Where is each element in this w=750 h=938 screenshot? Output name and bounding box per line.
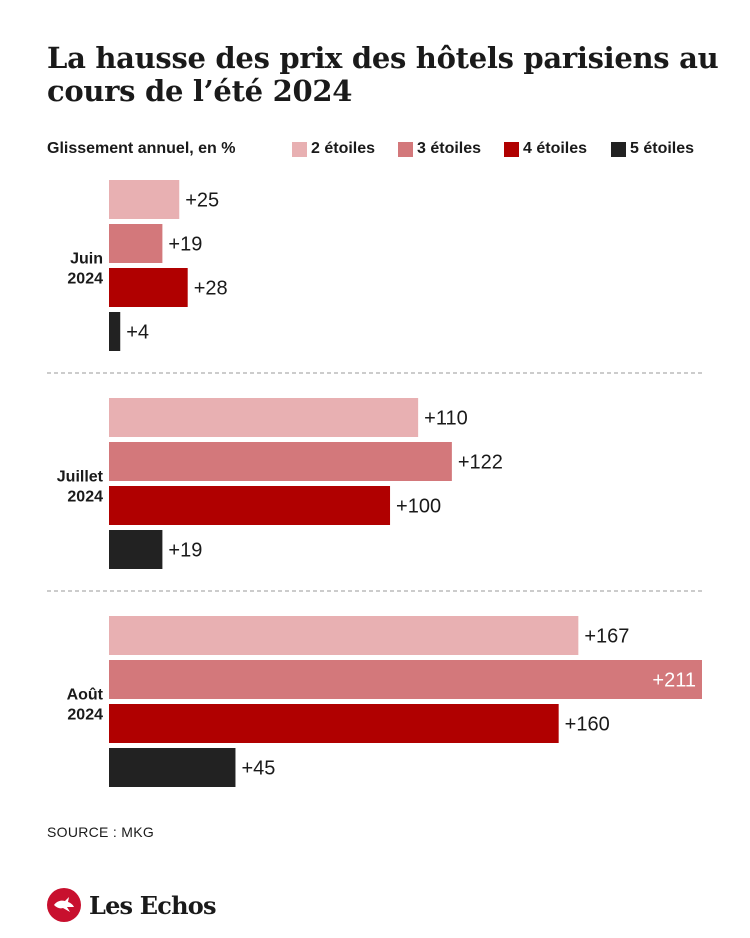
legend-label-2-etoiles: 2 étoiles [311, 140, 376, 157]
bar-juin-3-etoiles [109, 224, 163, 263]
bar-aout-2-etoiles [109, 616, 579, 655]
bar-aout-3-etoiles [109, 660, 702, 699]
data-label-aout-2-etoiles: +167 [584, 626, 629, 648]
legend-label-5-etoiles: 5 étoiles [630, 140, 695, 157]
chart-subtitle: Glissement annuel, en % [47, 140, 236, 157]
logo-text: Les Echos [89, 890, 216, 920]
legend-label-4-etoiles: 4 étoiles [523, 140, 588, 157]
bar-juillet-2-etoiles [109, 398, 419, 437]
logo: Les Echos [47, 888, 216, 922]
category-label-juin: Juin [70, 251, 103, 268]
data-label-juin-4-etoiles: +28 [194, 278, 228, 300]
legend: 2 étoiles 3 étoiles 4 étoiles 5 étoiles [0, 140, 750, 162]
legend-item-4-etoiles: 4 étoiles [504, 140, 587, 158]
bar-juillet-3-etoiles [109, 442, 452, 481]
legend-swatch-5-etoiles [611, 141, 626, 157]
legend-item-3-etoiles: 3 étoiles [398, 140, 481, 158]
category-year-label-juin: 2024 [67, 271, 103, 288]
data-label-juillet-5-etoiles: +19 [168, 540, 202, 562]
category-year-label-aout: 2024 [67, 707, 103, 724]
data-label-aout-5-etoiles: +45 [241, 758, 275, 780]
category-year-label-juillet: 2024 [67, 489, 103, 506]
data-label-juin-3-etoiles: +19 [168, 234, 202, 256]
category-label-aout: Août [67, 687, 104, 704]
data-label-juin-5-etoiles: +4 [126, 322, 149, 344]
legend-swatch-4-etoiles [504, 141, 519, 157]
legend-swatch-3-etoiles [398, 141, 413, 157]
bar-aout-5-etoiles [109, 748, 236, 787]
legend-item-5-etoiles: 5 étoiles [611, 140, 694, 158]
source-note: SOURCE : MKG [47, 824, 155, 840]
legend-label-3-etoiles: 3 étoiles [417, 140, 482, 157]
data-label-aout-4-etoiles: +160 [565, 714, 610, 736]
les-echos-bird-icon [47, 888, 81, 922]
bar-juin-4-etoiles [109, 268, 188, 307]
legend-swatch-2-etoiles [292, 141, 307, 157]
legend-item-2-etoiles: 2 étoiles [292, 140, 375, 158]
chart-title: La hausse des prix des hôtels parisiens … [47, 41, 719, 108]
bar-chart: Juin 2024 +25 +19 +28 +4 Juillet 2024 +110 +122 +1… [47, 180, 703, 787]
data-label-juillet-3-etoiles: +122 [458, 452, 503, 474]
bar-aout-4-etoiles [109, 704, 559, 743]
bar-juillet-5-etoiles [109, 530, 163, 569]
data-label-juillet-4-etoiles: +100 [396, 496, 441, 518]
bar-juillet-4-etoiles [109, 486, 391, 525]
data-label-juin-2-etoiles: +25 [185, 190, 219, 212]
data-label-aout-3-etoiles: +211 [652, 670, 696, 692]
category-label-juillet: Juillet [57, 469, 104, 486]
bar-juin-5-etoiles [109, 312, 121, 351]
bar-juin-2-etoiles [109, 180, 180, 219]
data-label-juillet-2-etoiles: +110 [424, 408, 468, 430]
